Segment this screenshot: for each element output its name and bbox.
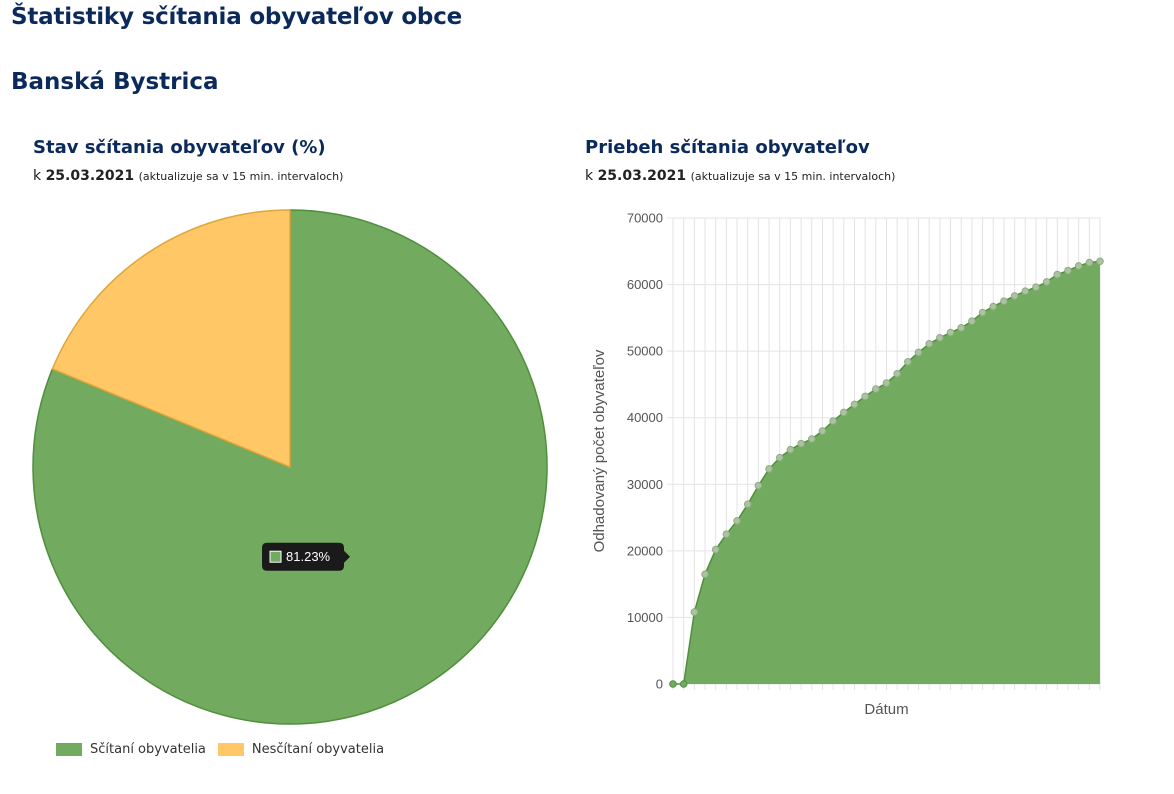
y-axis-title: Odhadovaný počet obyvateľov — [591, 349, 608, 552]
legend-label-not-counted: Nesčítaní obyvatelia — [251, 742, 385, 757]
area-data-point[interactable] — [840, 408, 848, 417]
area-data-point[interactable] — [711, 545, 720, 554]
area-series-fill — [673, 261, 1100, 684]
area-data-point[interactable] — [861, 392, 869, 401]
area-data-point[interactable] — [904, 357, 912, 366]
y-axis-ticks: 0 10000 20000 30000 40000 50000 60000 70000 — [627, 211, 663, 692]
area-data-point[interactable] — [1010, 292, 1019, 300]
area-data-point[interactable] — [679, 680, 688, 688]
area-data-point[interactable] — [957, 324, 966, 332]
area-data-point[interactable] — [925, 340, 934, 348]
area-chart-title: Priebeh sčítania obyvateľov — [585, 137, 870, 158]
area-data-point[interactable] — [978, 308, 987, 317]
area-series-points — [669, 257, 1104, 688]
area-data-point[interactable] — [1053, 270, 1062, 279]
y-tick-label: 40000 — [627, 410, 663, 425]
pie-slices — [32, 209, 548, 725]
area-data-point[interactable] — [989, 302, 998, 311]
area-data-point[interactable] — [882, 379, 891, 387]
area-data-point[interactable] — [1085, 258, 1094, 267]
area-data-point[interactable] — [829, 417, 837, 425]
pie-chart[interactable]: 81.23% — [20, 200, 560, 735]
area-data-point[interactable] — [936, 334, 944, 342]
pie-date-prefix: k — [33, 168, 42, 184]
y-tick-label: 20000 — [627, 543, 663, 558]
area-date-line: k 25.03.2021 (aktualizuje sa v 15 min. i… — [585, 168, 895, 184]
x-axis-title: Dátum — [864, 701, 908, 718]
area-data-point[interactable] — [1042, 278, 1051, 286]
legend-label-counted: Sčítaní obyvatelia — [90, 742, 206, 757]
area-data-point[interactable] — [968, 317, 976, 325]
area-data-point[interactable] — [1000, 297, 1008, 306]
area-data-point[interactable] — [914, 348, 923, 357]
legend-swatch-not-counted — [217, 743, 244, 756]
area-date: 25.03.2021 — [597, 168, 687, 184]
pie-chart-title: Stav sčítania obyvateľov (%) — [33, 137, 326, 158]
page-title: Štatistiky sčítania obyvateľov obce — [11, 4, 463, 30]
area-data-point[interactable] — [754, 481, 763, 490]
pie-date-line: k 25.03.2021 (aktualizuje sa v 15 min. i… — [33, 168, 343, 184]
area-data-point[interactable] — [797, 439, 805, 448]
tooltip-background — [262, 542, 351, 571]
pie-tooltip: 81.23% — [262, 542, 351, 571]
area-data-point[interactable] — [1021, 287, 1030, 296]
y-tick-label: 70000 — [627, 211, 663, 226]
tooltip-value: 81.23% — [286, 549, 331, 564]
pie-update-note: (aktualizuje sa v 15 min. intervaloch) — [138, 170, 344, 183]
tooltip-color-swatch — [269, 550, 282, 563]
area-data-point[interactable] — [807, 435, 816, 443]
pie-slice-not-counted[interactable] — [51, 209, 291, 469]
area-data-point[interactable] — [722, 530, 731, 539]
area-data-point[interactable] — [669, 680, 677, 688]
area-data-point[interactable] — [946, 328, 955, 337]
area-data-point[interactable] — [893, 369, 901, 378]
y-tick-label: 60000 — [627, 277, 663, 292]
municipality-title: Banská Bystrica — [11, 69, 219, 95]
y-tick-label: 50000 — [627, 344, 663, 359]
area-data-point[interactable] — [1074, 262, 1083, 270]
area-data-point[interactable] — [872, 385, 880, 393]
legend-swatch-counted — [56, 743, 82, 756]
area-update-note: (aktualizuje sa v 15 min. intervaloch) — [690, 170, 896, 183]
area-chart[interactable]: 0 10000 20000 30000 40000 50000 60000 70000 Dát… — [580, 200, 1120, 730]
area-data-point[interactable] — [1096, 257, 1104, 266]
area-data-point[interactable] — [765, 465, 773, 473]
pie-legend: Sčítaní obyvatelia Nesčítaní obyvatelia — [56, 742, 396, 757]
y-tick-label: 30000 — [627, 477, 663, 492]
legend-item-not-counted[interactable]: Nesčítaní obyvatelia — [217, 742, 385, 757]
area-data-point[interactable] — [775, 453, 784, 462]
y-tick-label: 10000 — [627, 610, 663, 625]
area-data-point[interactable] — [1032, 283, 1040, 292]
area-data-point[interactable] — [850, 400, 859, 409]
area-data-point[interactable] — [743, 500, 752, 509]
y-tick-label: 0 — [656, 677, 663, 692]
pie-date: 25.03.2021 — [45, 168, 135, 184]
area-data-point[interactable] — [701, 570, 709, 578]
area-data-point[interactable] — [786, 445, 795, 454]
area-data-point[interactable] — [690, 608, 699, 616]
area-data-point[interactable] — [1064, 266, 1072, 275]
area-date-prefix: k — [585, 168, 594, 184]
legend-item-counted[interactable]: Sčítaní obyvatelia — [56, 742, 206, 757]
area-data-point[interactable] — [818, 427, 827, 435]
area-data-point[interactable] — [733, 517, 741, 525]
